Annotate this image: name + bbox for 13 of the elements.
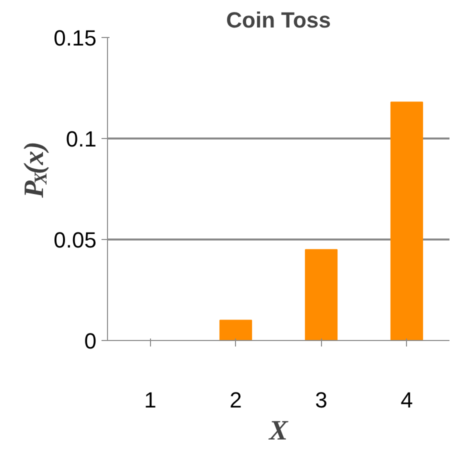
y-tick-label: 0 [84, 328, 97, 354]
y-tick-label: 0.15 [54, 26, 97, 50]
x-tick-label: 2 [230, 388, 242, 412]
bar [219, 320, 252, 340]
y-tick-label: 0.05 [54, 228, 97, 252]
x-tick-label: 3 [315, 388, 328, 412]
chart-title: Coin Toss [226, 8, 331, 32]
x-tick-label: 4 [400, 388, 413, 412]
bar [304, 249, 338, 340]
bar [390, 102, 424, 340]
x-tick-label: 1 [144, 388, 156, 412]
x-axis-title: X [268, 416, 290, 446]
y-tick-label: 0.1 [66, 126, 97, 152]
